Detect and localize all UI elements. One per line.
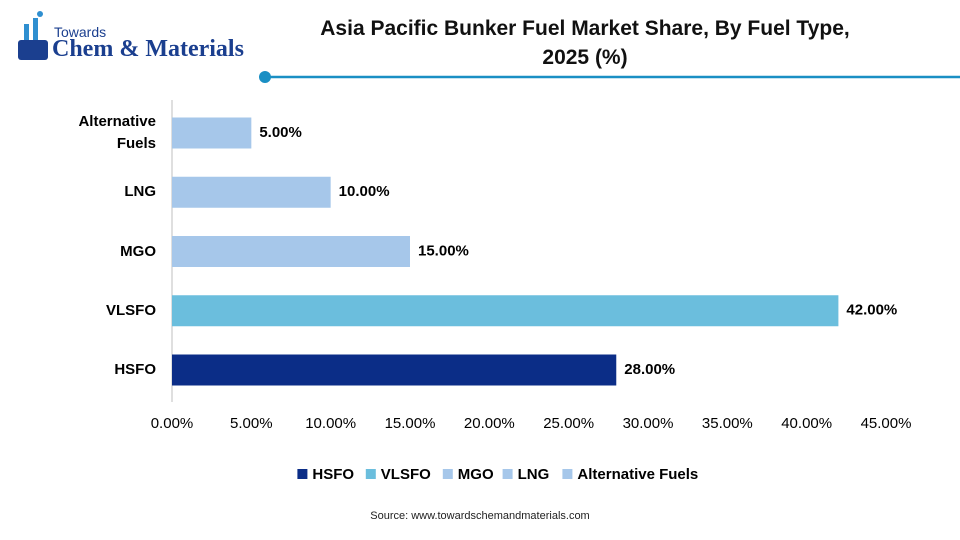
data-label: 42.00% (846, 302, 897, 319)
legend-swatch (502, 469, 513, 479)
legend-label: VLSFO (381, 466, 431, 483)
title-rule-dot (259, 71, 271, 83)
legend-swatch (365, 469, 376, 479)
x-tick-label: 20.00% (464, 415, 515, 432)
y-tick-label: HSFO (114, 361, 156, 378)
x-tick-label: 25.00% (543, 415, 594, 432)
x-tick-label: 15.00% (385, 415, 436, 432)
legend-swatch (297, 469, 308, 479)
bar (172, 354, 617, 386)
x-tick-label: 0.00% (151, 415, 194, 432)
y-tick-label: Alternative Fuels (78, 113, 156, 152)
source: Source: www.towardschemandmaterials.com (370, 510, 590, 522)
bar (172, 176, 331, 208)
x-tick-label: 35.00% (702, 415, 753, 432)
x-tick-label: 10.00% (305, 415, 356, 432)
y-tick-label: VLSFO (105, 301, 156, 319)
legend-label: LNG (518, 466, 550, 483)
x-tick-label: 45.00% (861, 415, 912, 432)
bar (172, 295, 839, 327)
legend-swatch (442, 469, 453, 479)
legend-label: MGO (458, 466, 494, 483)
data-label: 28.00% (624, 361, 675, 378)
data-label: 10.00% (339, 183, 390, 200)
bar (172, 117, 252, 149)
x-tick-label: 40.00% (781, 415, 832, 432)
logo-text: Chem & Materials (52, 36, 244, 62)
logo-text: Towards (54, 24, 107, 40)
x-tick-label: 30.00% (623, 415, 674, 432)
data-label: 5.00% (259, 124, 302, 141)
y-tick-label: MGO (120, 242, 156, 260)
bar (172, 236, 410, 267)
logo-icon (18, 11, 48, 60)
legend-label: HSFO (312, 466, 354, 483)
chart-title: Asia Pacific Bunker Fuel Market Share, B… (320, 17, 850, 69)
x-tick-label: 5.00% (230, 415, 273, 432)
legend-swatch (562, 469, 573, 479)
legend-label: Alternative Fuels (577, 466, 698, 483)
y-tick-label: LNG (124, 183, 156, 201)
data-label: 15.00% (418, 242, 469, 259)
